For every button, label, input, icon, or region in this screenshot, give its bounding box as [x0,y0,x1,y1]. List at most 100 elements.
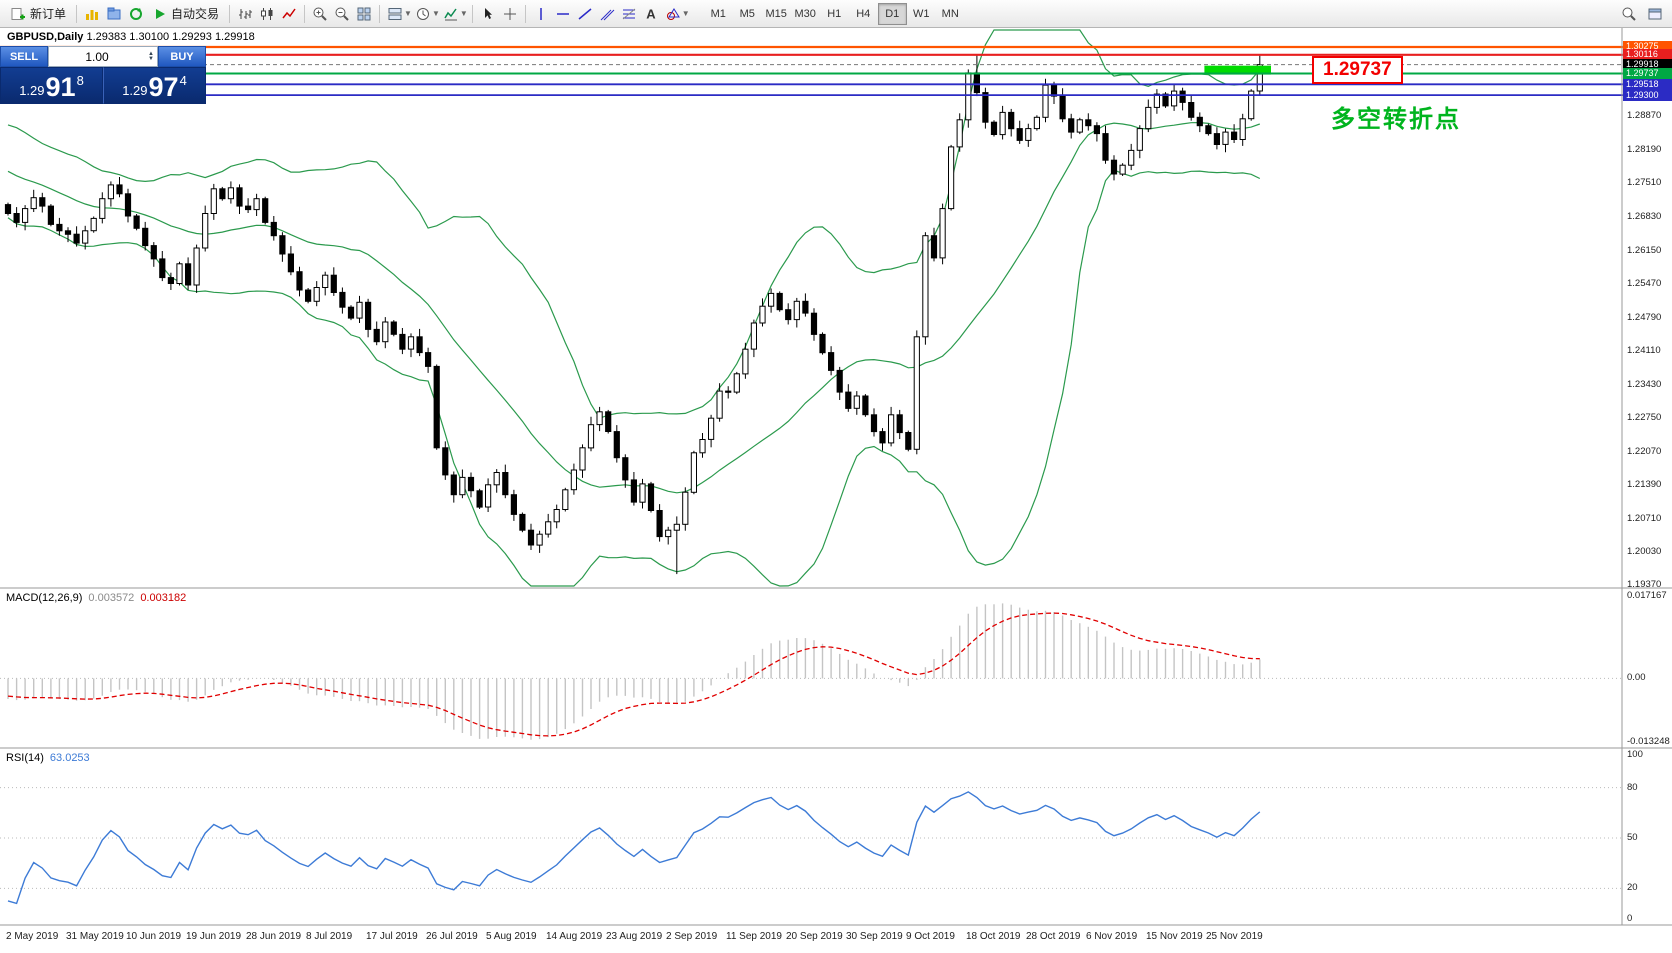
new-order-icon [10,3,26,25]
arrange-windows-icon[interactable] [384,3,406,25]
horizontal-line-objects[interactable] [0,45,1672,96]
chevron-down-icon[interactable]: ▼ [459,9,468,18]
price-axis-label: 1.26150 [1627,245,1662,256]
new-order-button[interactable]: 新订单 [4,3,72,25]
horizontal-line-icon[interactable] [552,3,574,25]
timeframe-m30[interactable]: M30 [794,7,816,20]
separator [229,4,231,23]
date-axis-label: 17 Jul 2019 [366,931,418,942]
tile-windows-icon[interactable] [353,3,375,25]
zoom-out-icon[interactable] [331,3,353,25]
chevron-down-icon[interactable]: ▼ [431,9,440,18]
rsi-label: RSI(14) 63.0253 [6,752,90,764]
price-axis[interactable] [1622,28,1672,925]
date-axis-label: 28 Jun 2019 [246,931,302,942]
price-axis-label: 1.19370 [1627,579,1662,590]
rsi-axis-label: 20 [1627,882,1638,893]
timeframe-m5[interactable]: M5 [739,7,755,20]
price-axis-label: 1.28190 [1627,144,1662,155]
svg-text:A: A [646,6,656,21]
profiles-icon[interactable] [103,3,125,25]
date-axis-label: 31 May 2019 [66,931,124,942]
macd-signal-value: 0.003182 [140,592,187,604]
chevron-down-icon[interactable]: ▼ [404,9,412,18]
volume-spinner[interactable]: ▲ ▼ [145,50,157,62]
price-axis-tag: 1.29737 [1623,68,1672,79]
timeframe-m1[interactable]: M1 [710,7,726,20]
price-axis-label: 1.27510 [1627,177,1662,188]
date-axis-label: 6 Nov 2019 [1086,931,1138,942]
date-axis-label: 2 May 2019 [6,931,59,942]
spinner-down-icon[interactable]: ▼ [148,55,154,62]
rsi-axis-label: 50 [1627,832,1638,843]
timeframe-m15[interactable]: M15 [765,7,787,20]
date-axis-label: 28 Oct 2019 [1026,931,1081,942]
vertical-line-icon[interactable] [530,3,552,25]
date-axis-label: 20 Sep 2019 [786,931,843,942]
new-chart-icon[interactable] [81,3,103,25]
macd-signal-line [7,612,1260,737]
period-clock-icon[interactable] [412,3,434,25]
autotrading-button[interactable]: 自动交易 [147,3,225,25]
macd-axis-label: 0.00 [1627,672,1646,683]
macd-label: MACD(12,26,9) 0.003572 0.003182 [6,592,186,604]
search-icon[interactable] [1618,3,1640,25]
macd-histogram [7,603,1261,740]
price-axis-tag: 1.29300 [1623,90,1672,101]
timeframe-h4[interactable]: H4 [856,7,871,20]
channel-icon[interactable] [596,3,618,25]
timeframe-h1[interactable]: H1 [827,7,842,20]
volume-input[interactable]: 1.00 ▲ ▼ [48,46,158,67]
date-axis-label: 11 Sep 2019 [726,931,782,942]
separator [524,4,526,23]
date-axis-label: 30 Sep 2019 [846,931,903,942]
date-axis-label: 9 Oct 2019 [906,931,955,942]
bar-chart-icon[interactable] [234,3,256,25]
buy-button[interactable]: BUY [158,46,206,67]
refresh-icon[interactable] [125,3,147,25]
price-axis-label: 1.28870 [1627,110,1662,121]
date-axis-label: 19 Jun 2019 [186,931,242,942]
line-chart-icon[interactable] [278,3,300,25]
crosshair-icon[interactable] [499,3,521,25]
sell-button[interactable]: SELL [0,46,48,67]
spinner-up-icon[interactable]: ▲ [148,50,154,57]
price-axis-label: 1.25470 [1627,278,1662,289]
buy-price-display[interactable]: 1.29 97 4 [103,67,206,104]
candlestick-chart-icon[interactable] [256,3,278,25]
timeframe-mn[interactable]: MN [941,7,959,20]
window-icon[interactable] [1644,3,1666,25]
chevron-down-icon[interactable]: ▼ [681,9,690,18]
price-axis-label: 1.22750 [1627,412,1662,423]
rsi-value: 63.0253 [49,752,90,764]
timeframe-d1[interactable]: D1 [877,2,907,25]
timeframe-w1[interactable]: W1 [912,7,930,20]
cursor-icon[interactable] [477,3,499,25]
price-axis-tag: 1.29918 [1623,59,1672,70]
highlight-rectangle[interactable] [1204,65,1271,75]
rsi-axis-label: 100 [1627,749,1643,760]
date-axis-label: 26 Jul 2019 [426,931,478,942]
date-axis-label: 18 Oct 2019 [966,931,1021,942]
date-axis-label: 23 Aug 2019 [606,931,663,942]
price-axis-label: 1.20030 [1627,546,1662,557]
price-callout-box[interactable]: 1.29737 [1312,56,1403,84]
fibonacci-icon[interactable] [618,3,640,25]
turning-point-annotation[interactable]: 多空转折点 [1331,106,1461,133]
toolbar-right [1618,3,1666,25]
play-icon [153,3,167,25]
sell-price-display[interactable]: 1.29 91 8 [0,67,103,104]
trendline-icon[interactable] [574,3,596,25]
price-axis-label: 1.24110 [1627,345,1661,356]
zoom-in-icon[interactable] [309,3,331,25]
shapes-icon[interactable] [662,3,684,25]
sell-price-point: 8 [76,73,84,88]
text-icon[interactable]: A [640,3,662,25]
date-axis-label: 25 Nov 2019 [1206,931,1263,942]
sell-price-base: 1.29 [19,83,45,98]
macd-axis-label: -0.013248 [1627,736,1670,747]
date-axis-label: 15 Nov 2019 [1146,931,1203,942]
autotrading-label: 自动交易 [171,7,220,21]
indicators-icon[interactable] [440,3,462,25]
